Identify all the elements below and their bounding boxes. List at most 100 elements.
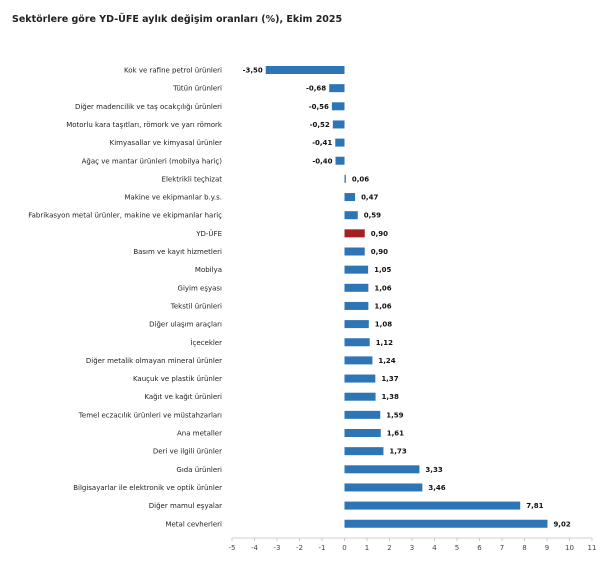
value-label: -0,40 — [312, 157, 332, 165]
x-tick-label: 4 — [432, 544, 437, 552]
value-label: 1,08 — [375, 321, 392, 329]
category-label: Makine ve ekipmanlar b.y.s. — [124, 194, 222, 202]
category-label: Ağaç ve mantar ürünleri (mobilya hariç) — [82, 157, 223, 165]
category-label: Giyim eşyası — [178, 284, 223, 292]
x-tick-label: -5 — [229, 544, 236, 552]
bar-7 — [344, 193, 356, 202]
category-label: Elektrikli teçhizat — [162, 175, 223, 183]
bar-25 — [344, 519, 548, 528]
labels-layer: Kok ve rafine petrol ürünleri -3,50 Tütün … — [28, 67, 571, 529]
value-label: 1,61 — [387, 430, 404, 438]
bar-2 — [331, 102, 345, 111]
bar-14 — [344, 320, 369, 329]
category-label: Kağıt ve kağıt ürünleri — [144, 393, 222, 401]
value-label: 0,47 — [361, 194, 378, 202]
category-label: Gıda ürünleri — [176, 466, 222, 474]
x-tick-label: 3 — [410, 544, 414, 552]
category-label: Diğer mamul eşyalar — [149, 502, 222, 510]
value-label: 1,06 — [374, 284, 391, 292]
value-label: -0,56 — [309, 103, 329, 111]
bars-layer — [265, 66, 548, 528]
category-label: Deri ve ilgili ürünler — [153, 448, 222, 456]
x-tick-label: 9 — [545, 544, 549, 552]
x-tick-label: -2 — [296, 544, 303, 552]
bar-11 — [344, 265, 369, 274]
category-label: Tütün ürünleri — [172, 85, 222, 93]
x-tick-label: 10 — [565, 544, 574, 552]
category-label: Tekstil ürünleri — [170, 302, 222, 310]
x-tick-label: 7 — [500, 544, 504, 552]
bar-4 — [335, 138, 345, 147]
value-label: 1,12 — [376, 339, 393, 347]
value-label: 1,37 — [381, 375, 398, 383]
category-label: Diğer madencilik ve taş ocakçılığı ürünl… — [75, 103, 222, 111]
category-label: Metal cevherleri — [165, 520, 222, 528]
bar-22 — [344, 465, 420, 474]
value-label: -0,68 — [306, 85, 326, 93]
x-axis: -5 -4 -3 -2 -1 0 1 2 3 4 5 6 7 8 9 10 11 — [229, 537, 597, 552]
bar-15 — [344, 338, 370, 347]
value-label: 3,33 — [425, 466, 442, 474]
bar-13 — [344, 301, 369, 310]
bar-10 — [344, 247, 365, 256]
bar-24 — [344, 501, 521, 510]
value-label: 9,02 — [553, 520, 570, 528]
bar-3 — [332, 120, 345, 129]
x-tick-label: 8 — [522, 544, 526, 552]
category-label: Diğer ulaşım araçları — [149, 321, 222, 329]
bar-0 — [265, 66, 345, 74]
value-label: -3,50 — [243, 67, 263, 75]
category-label: Diğer metalik olmayan mineral ürünler — [86, 357, 222, 365]
x-tick-label: 2 — [387, 544, 391, 552]
value-label: 0,90 — [371, 230, 388, 238]
bar-19 — [344, 410, 381, 419]
x-tick-label: 5 — [455, 544, 459, 552]
x-tick-label: -3 — [274, 544, 281, 552]
x-tick-label: 0 — [342, 544, 346, 552]
value-label: 0,59 — [364, 212, 381, 220]
value-label: 1,38 — [382, 393, 399, 401]
category-label: Mobilya — [195, 266, 222, 274]
bar-1 — [329, 84, 345, 93]
value-label: -0,52 — [310, 121, 330, 129]
x-tick-label: -4 — [251, 544, 259, 552]
value-label: 7,81 — [526, 502, 543, 510]
category-label: YD-ÜFE — [195, 229, 222, 238]
chart-title: Sektörlere göre YD-ÜFE aylık değişim ora… — [12, 14, 343, 25]
category-label: Kauçuk ve plastik ürünler — [133, 375, 222, 383]
category-label: Kimyasallar ve kimyasal ürünler — [110, 139, 222, 147]
x-tick-label: 1 — [365, 544, 369, 552]
category-label: Basım ve kayıt hizmetleri — [133, 248, 222, 256]
bar-23 — [344, 483, 423, 492]
category-label: Ana metaller — [177, 430, 222, 438]
value-label: 0,90 — [371, 248, 388, 256]
bar-21 — [344, 447, 384, 456]
x-tick-label: 11 — [588, 544, 597, 552]
bar-17 — [344, 374, 376, 383]
bar-9 — [344, 229, 365, 238]
category-label: İçecekler — [190, 338, 222, 347]
bar-6 — [344, 174, 346, 183]
bar-16 — [344, 356, 373, 365]
bar-12 — [344, 283, 369, 292]
x-tick-label: -1 — [319, 544, 326, 552]
value-label: 1,59 — [386, 411, 403, 419]
bar-20 — [344, 429, 381, 437]
category-label: Kok ve rafine petrol ürünleri — [124, 67, 222, 75]
bar-5 — [335, 156, 345, 165]
value-label: 1,24 — [378, 357, 395, 365]
category-label: Temel eczacılık ürünleri ve müstahzarlar… — [78, 411, 222, 419]
value-label: 1,73 — [389, 448, 406, 456]
category-label: Fabrikasyon metal ürünler, makine ve eki… — [28, 212, 222, 220]
category-label: Motorlu kara taşıtları, römork ve yarı r… — [66, 121, 223, 129]
value-label: 3,46 — [428, 484, 445, 492]
value-label: -0,41 — [312, 139, 332, 147]
value-label: 1,05 — [374, 266, 391, 274]
bar-18 — [344, 392, 376, 401]
x-tick-label: 6 — [477, 544, 482, 552]
bar-8 — [344, 211, 358, 220]
value-label: 0,06 — [352, 175, 369, 183]
category-label: Bilgisayarlar ile elektronik ve optik ür… — [73, 484, 222, 492]
